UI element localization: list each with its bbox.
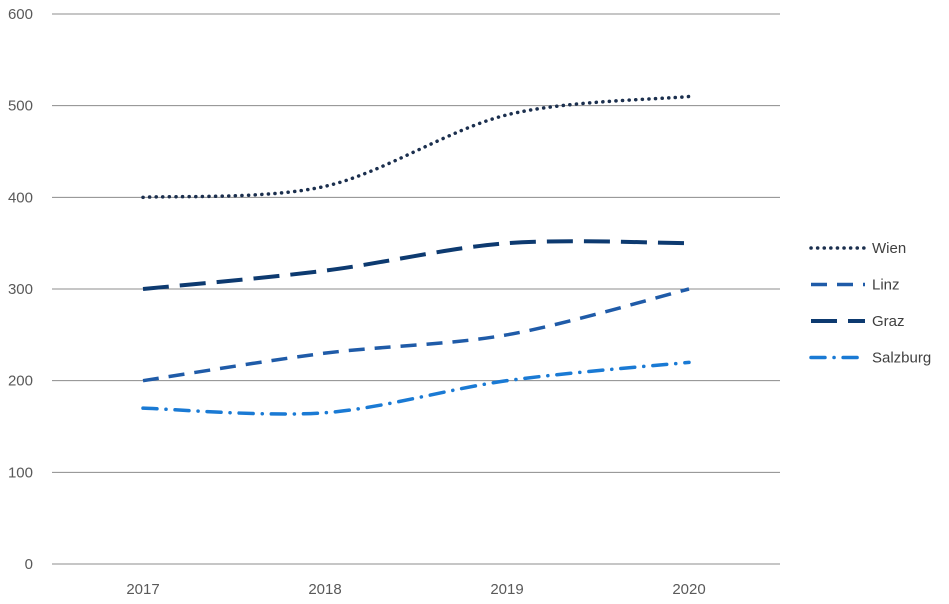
y-axis-ticks: 0 100 200 300 400 500 600	[8, 6, 33, 573]
x-tick-label-2017: 2017	[126, 581, 159, 598]
legend-label-graz: Graz	[872, 313, 905, 330]
series-lines	[141, 94, 691, 416]
legend-label-wien: Wien	[872, 240, 906, 257]
legend-item-wien: Wien	[809, 240, 906, 257]
y-tick-label-400: 400	[8, 189, 33, 206]
y-tick-label-200: 200	[8, 373, 33, 390]
x-tick-label-2018: 2018	[308, 581, 341, 598]
series-line-graz	[142, 239, 690, 291]
gridlines	[52, 13, 780, 565]
y-tick-label-500: 500	[8, 98, 33, 115]
y-tick-label-100: 100	[8, 464, 33, 481]
x-axis-ticks: 2017 2018 2019 2020	[126, 581, 705, 598]
y-tick-label-300: 300	[8, 281, 33, 298]
x-tick-label-2019: 2019	[490, 581, 523, 598]
x-tick-label-2020: 2020	[672, 581, 705, 598]
legend-item-salzburg: Salzburg	[809, 350, 931, 367]
legend: Wien Linz Graz Salzburg	[809, 240, 931, 367]
legend-item-linz: Linz	[811, 277, 900, 294]
legend-item-graz: Graz	[811, 313, 905, 330]
series-line-wien	[141, 94, 691, 200]
legend-label-linz: Linz	[872, 277, 900, 294]
y-tick-label-600: 600	[8, 6, 33, 23]
y-tick-label-0: 0	[25, 556, 33, 573]
series-line-linz	[142, 287, 690, 383]
legend-label-salzburg: Salzburg	[872, 350, 931, 367]
series-line-salzburg	[141, 360, 691, 416]
